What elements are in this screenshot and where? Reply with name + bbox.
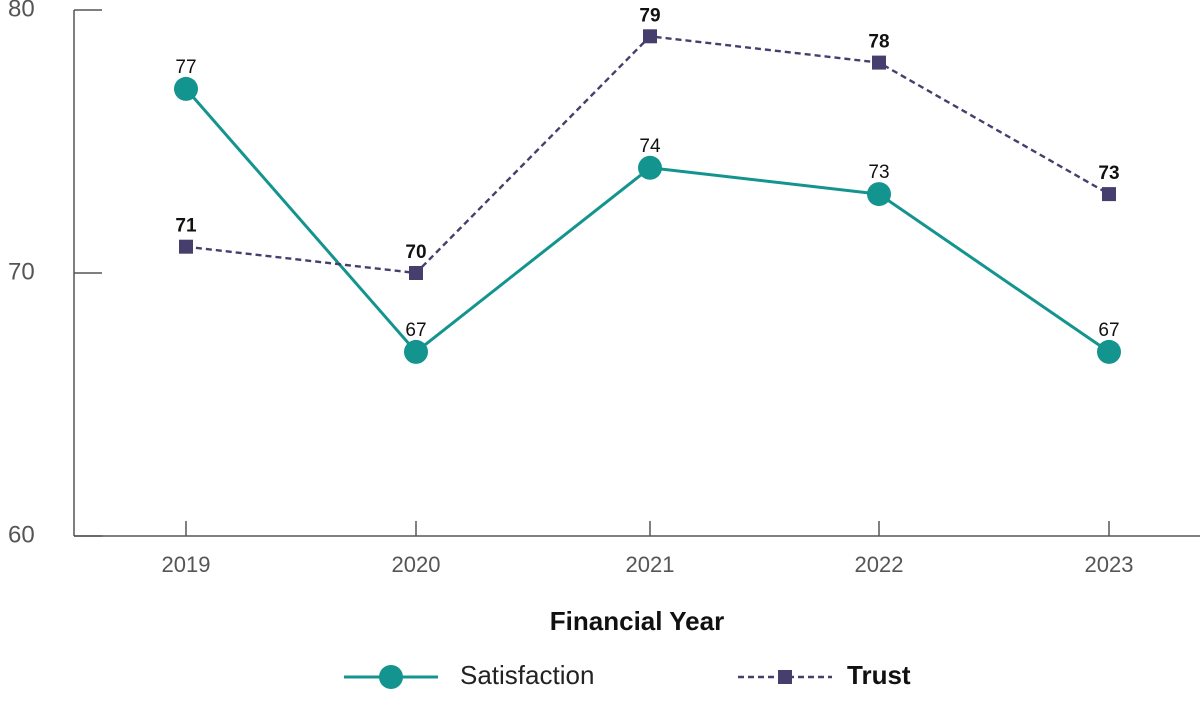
legend: Satisfaction Trust xyxy=(344,660,911,690)
x-tick-label: 2022 xyxy=(855,552,904,577)
satisfaction-data-label: 77 xyxy=(175,57,196,78)
satisfaction-data-label: 67 xyxy=(1098,320,1119,341)
trust-data-label: 79 xyxy=(639,5,660,26)
legend-marker-satisfaction xyxy=(379,665,403,689)
y-tick-label: 60 xyxy=(8,521,35,548)
y-ticks: 60 70 80 xyxy=(8,0,102,548)
series-layer: 77 67 74 73 67 71 70 79 78 73 xyxy=(174,5,1121,364)
trust-point xyxy=(643,29,657,44)
x-tick-label: 2019 xyxy=(162,552,211,577)
x-axis-title: Financial Year xyxy=(550,606,724,636)
trust-data-label: 73 xyxy=(1098,163,1119,184)
satisfaction-series: 77 67 74 73 67 xyxy=(174,57,1121,364)
legend-item-satisfaction: Satisfaction xyxy=(344,660,594,690)
trust-data-label: 70 xyxy=(405,242,426,263)
satisfaction-data-label: 67 xyxy=(405,320,426,341)
legend-label-satisfaction: Satisfaction xyxy=(460,660,594,690)
satisfaction-point xyxy=(638,155,662,180)
trust-data-label: 71 xyxy=(175,216,197,237)
satisfaction-point xyxy=(174,76,198,101)
trust-point xyxy=(872,55,886,70)
legend-item-trust: Trust xyxy=(738,660,911,690)
satisfaction-line xyxy=(184,87,1110,354)
legend-label-trust: Trust xyxy=(847,660,911,690)
trust-point xyxy=(409,266,423,280)
satisfaction-data-label: 73 xyxy=(868,162,889,183)
y-tick-label: 80 xyxy=(8,0,35,22)
satisfaction-point xyxy=(867,182,891,207)
satisfaction-point xyxy=(404,339,428,364)
legend-marker-trust xyxy=(778,670,792,684)
x-ticks: 2019 2020 2021 2022 2023 xyxy=(162,521,1134,577)
satisfaction-data-label: 74 xyxy=(639,136,661,157)
trust-point xyxy=(179,239,193,254)
x-tick-label: 2020 xyxy=(392,552,441,577)
axes xyxy=(73,10,1200,537)
trust-series: 71 70 79 78 73 xyxy=(175,5,1120,280)
trust-data-label: 78 xyxy=(868,32,889,53)
x-tick-label: 2023 xyxy=(1085,552,1134,577)
trust-point xyxy=(1102,187,1116,202)
x-tick-label: 2021 xyxy=(626,552,675,577)
y-tick-label: 70 xyxy=(8,258,35,285)
satisfaction-point xyxy=(1097,339,1121,364)
